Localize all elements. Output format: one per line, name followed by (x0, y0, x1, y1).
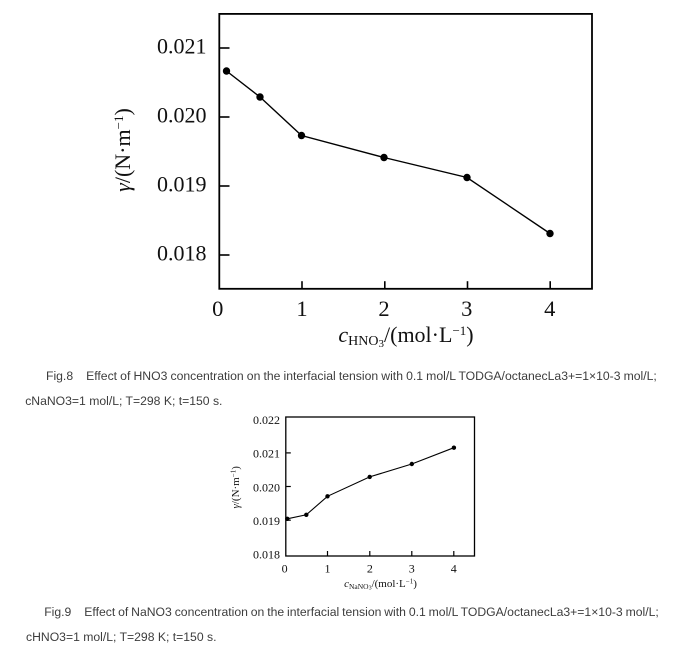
svg-text:0.022: 0.022 (253, 413, 280, 427)
svg-text:0.021: 0.021 (253, 447, 280, 461)
svg-text:cHNO3/(mol·L−1): cHNO3/(mol·L−1) (338, 322, 473, 350)
svg-text:4: 4 (451, 562, 457, 576)
svg-text:1: 1 (325, 562, 331, 576)
svg-text:0.021: 0.021 (157, 34, 207, 59)
svg-text:γ/(N·m−1): γ/(N·m−1) (110, 108, 135, 192)
svg-text:3: 3 (409, 562, 415, 576)
svg-text:2: 2 (367, 562, 373, 576)
svg-text:cNaNO3/(mol·L−1): cNaNO3/(mol·L−1) (344, 577, 417, 591)
svg-text:0: 0 (212, 296, 223, 321)
svg-text:0.019: 0.019 (157, 172, 207, 197)
svg-text:0.020: 0.020 (157, 103, 207, 128)
svg-text:0.019: 0.019 (253, 514, 280, 528)
svg-text:2: 2 (378, 296, 389, 321)
svg-text:0.018: 0.018 (157, 241, 207, 266)
svg-text:1: 1 (296, 296, 307, 321)
svg-text:3: 3 (461, 296, 472, 321)
svg-text:γ/(N·m−1): γ/(N·m−1) (229, 466, 242, 509)
svg-text:0.020: 0.020 (253, 481, 280, 495)
svg-text:4: 4 (544, 296, 555, 321)
svg-text:0: 0 (282, 562, 288, 576)
svg-text:0.018: 0.018 (253, 548, 280, 562)
